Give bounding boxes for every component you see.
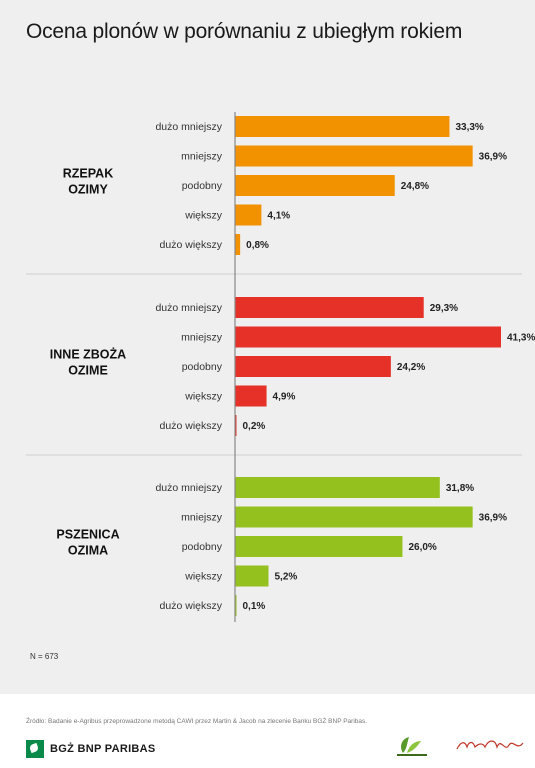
footer — [0, 694, 535, 768]
bar — [235, 506, 473, 528]
bar — [235, 234, 241, 255]
data-label: 0,8% — [246, 240, 269, 251]
bar — [235, 145, 473, 167]
bar — [235, 477, 440, 498]
data-label: 0,1% — [243, 601, 266, 612]
group-label: OZIME — [68, 364, 108, 378]
category-label: dużo większy — [160, 600, 223, 612]
category-label: dużo większy — [160, 420, 223, 432]
category-label: dużo mniejszy — [155, 482, 222, 494]
bar-chart: dużo mniejszy 33,3% mniejszy 36,9% podobny 24… — [26, 112, 535, 622]
category-label: większy — [184, 391, 223, 403]
bar — [235, 385, 267, 407]
agribus-logo-icon — [397, 737, 427, 756]
bar — [235, 116, 450, 137]
bar — [235, 175, 395, 196]
category-label: mniejszy — [181, 332, 223, 344]
data-label: 5,2% — [274, 572, 297, 583]
category-label: podobny — [182, 361, 223, 373]
bnp-brand-text: BGŻ BNP PARIBAS — [50, 743, 156, 755]
data-label: 41,3% — [507, 333, 535, 344]
data-label: 29,3% — [430, 303, 458, 314]
data-label: 33,3% — [455, 122, 483, 133]
data-label: 26,0% — [408, 542, 436, 553]
group-label: INNE ZBOŻA — [50, 347, 126, 362]
data-label: 31,8% — [446, 483, 474, 494]
group-label: OZIMA — [68, 544, 108, 558]
data-label: 24,2% — [397, 362, 425, 373]
bnp-paribas-logo: BGŻ BNP PARIBAS — [26, 740, 156, 758]
bar — [235, 536, 403, 557]
data-label: 36,9% — [479, 152, 507, 163]
bar — [235, 595, 237, 616]
martin-jacob-logo-icon — [456, 740, 524, 750]
category-label: dużo większy — [160, 239, 223, 251]
category-label: dużo mniejszy — [155, 302, 222, 314]
category-label: większy — [184, 571, 223, 583]
bar — [235, 415, 237, 436]
sample-size-note: N = 673 — [30, 652, 59, 661]
bar — [235, 204, 262, 226]
bar — [235, 565, 269, 587]
category-label: dużo mniejszy — [155, 121, 222, 133]
category-label: podobny — [182, 541, 223, 553]
bar — [235, 297, 424, 318]
group-label: RZEPAK — [63, 167, 113, 181]
bar — [235, 356, 391, 377]
group-label: PSZENICA — [56, 528, 119, 542]
data-label: 0,2% — [243, 421, 266, 432]
category-label: mniejszy — [181, 151, 223, 163]
data-label: 24,8% — [401, 181, 429, 192]
bnp-leaf-icon — [26, 740, 44, 758]
bar — [235, 326, 501, 348]
category-label: podobny — [182, 180, 223, 192]
data-label: 36,9% — [479, 513, 507, 524]
category-label: mniejszy — [181, 512, 223, 524]
group-label: OZIMY — [68, 183, 108, 197]
category-label: większy — [184, 210, 223, 222]
data-label: 4,1% — [267, 211, 290, 222]
source-note: Źródło: Badanie e-Agribus przeprowadzone… — [26, 718, 368, 725]
data-label: 4,9% — [273, 392, 296, 403]
chart-title: Ocena plonów w porównaniu z ubiegłym rok… — [26, 20, 463, 43]
